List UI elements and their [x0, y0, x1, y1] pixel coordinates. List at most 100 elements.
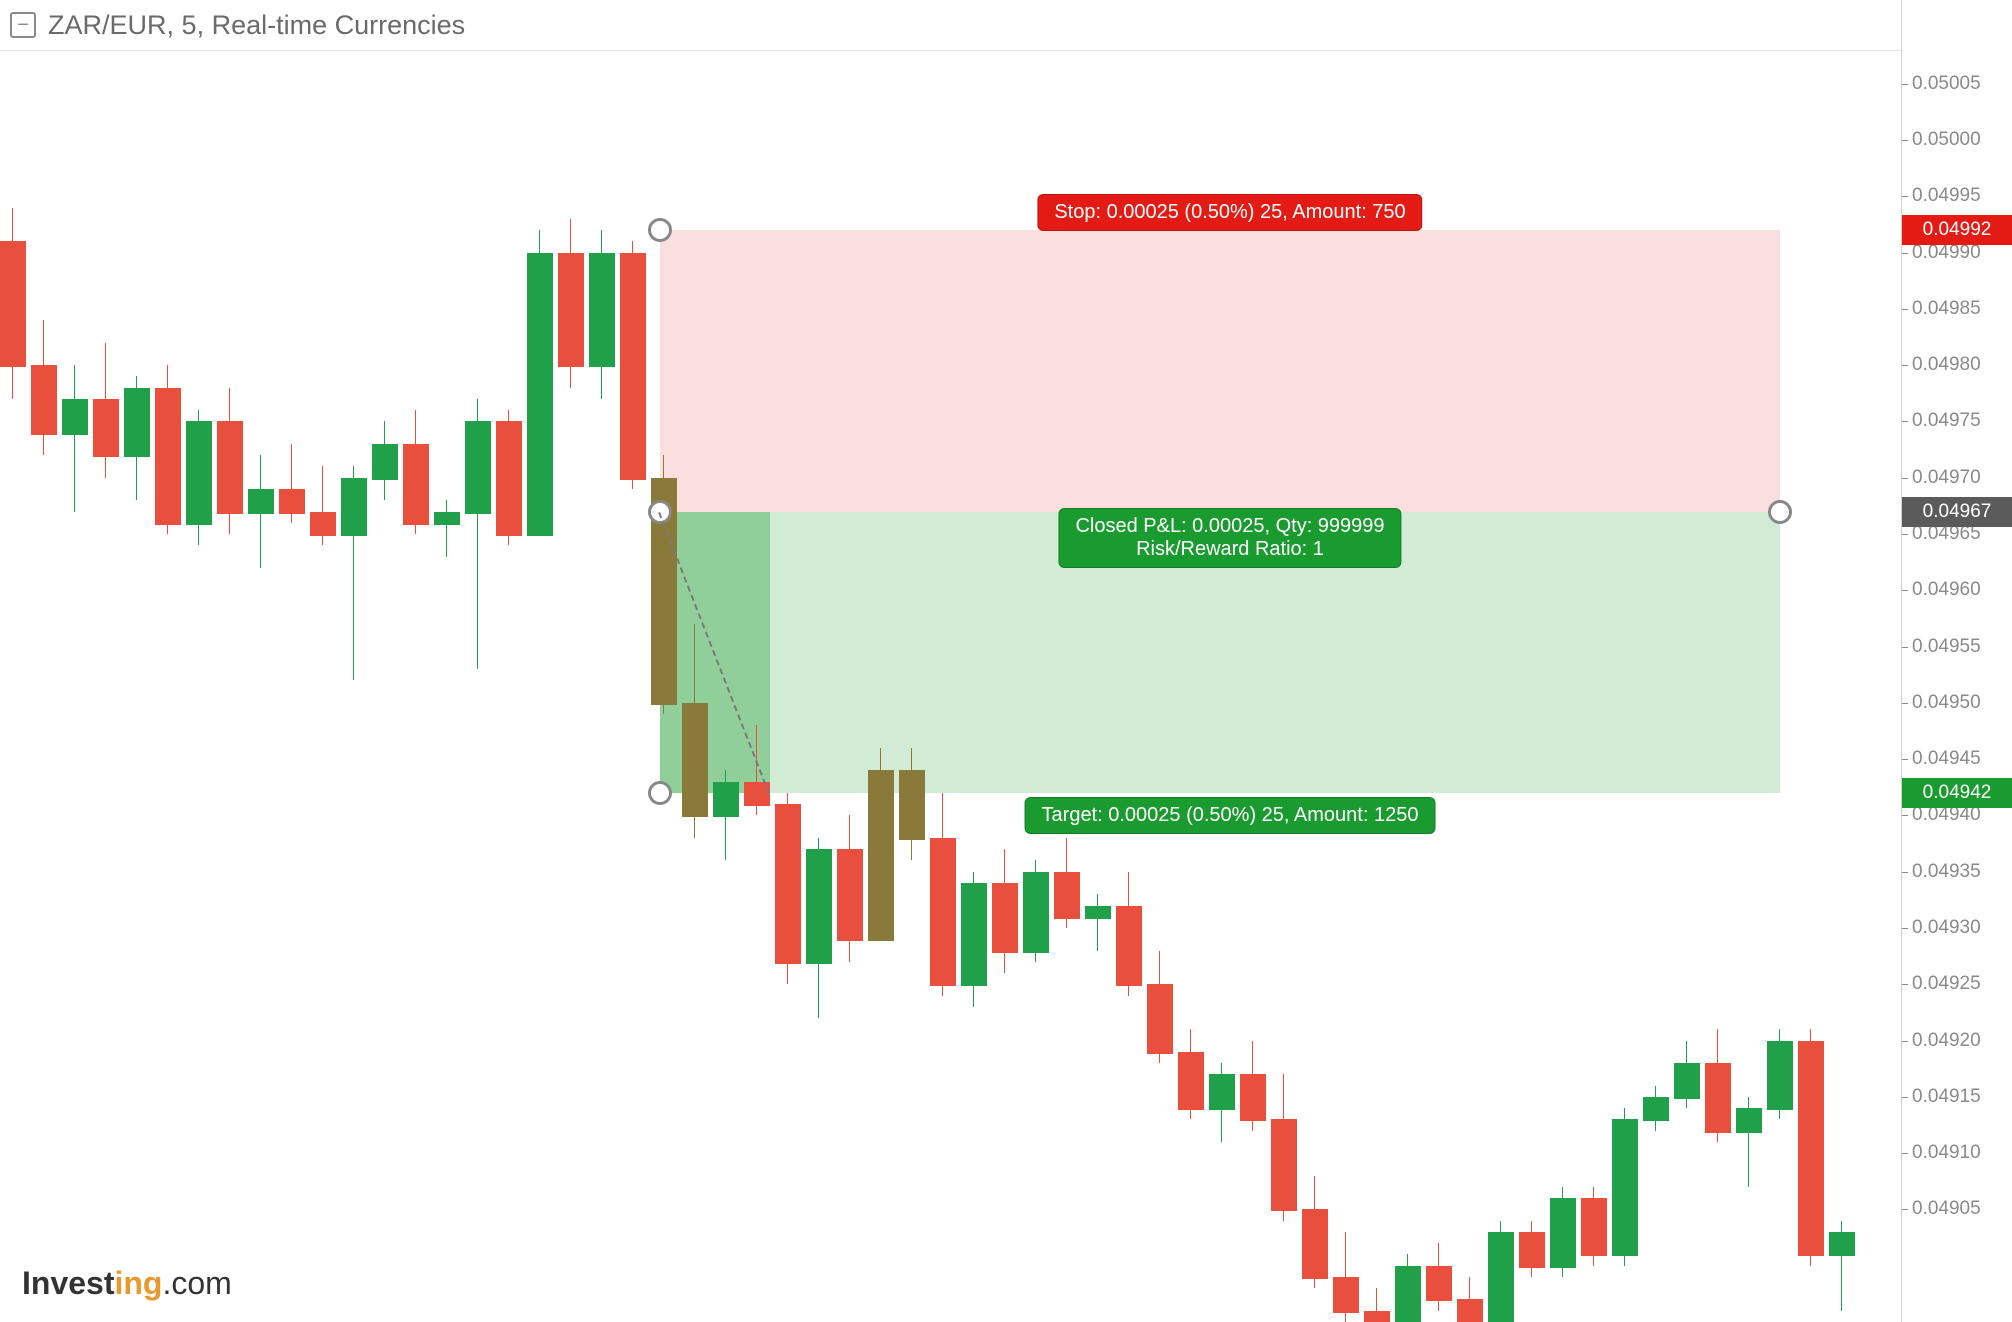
- y-tick-label: 0.04920: [1912, 1030, 1981, 1052]
- candle-body[interactable]: [527, 253, 553, 536]
- candle-wick: [1097, 894, 1098, 950]
- chart-root: − ZAR/EUR , 5 , Real-time Currencies Sto…: [0, 0, 2012, 1322]
- chart-header: − ZAR/EUR , 5 , Real-time Currencies: [0, 0, 1902, 51]
- price-tag: 0.04992: [1902, 215, 2012, 245]
- candle-body[interactable]: [961, 883, 987, 986]
- candle-body[interactable]: [992, 883, 1018, 953]
- feed-label: Real-time Currencies: [212, 10, 466, 41]
- y-tick-label: 0.04960: [1912, 579, 1981, 601]
- candle-body[interactable]: [1767, 1041, 1793, 1111]
- candle-body[interactable]: [1364, 1311, 1390, 1322]
- y-tick-label: 0.04935: [1912, 861, 1981, 883]
- collapse-icon[interactable]: −: [10, 12, 36, 38]
- candle-body[interactable]: [1798, 1041, 1824, 1257]
- candle-body[interactable]: [465, 421, 491, 513]
- y-tick-label: 0.04975: [1912, 410, 1981, 432]
- candle-body[interactable]: [1705, 1063, 1731, 1133]
- y-tick-label: 0.04980: [1912, 354, 1981, 376]
- candle-body[interactable]: [1612, 1119, 1638, 1256]
- candle-body[interactable]: [806, 849, 832, 964]
- candle-body[interactable]: [403, 444, 429, 525]
- stop-label[interactable]: Stop: 0.00025 (0.50%) 25, Amount: 750: [1037, 194, 1422, 231]
- candle-wick: [446, 500, 447, 556]
- candle-body[interactable]: [1581, 1198, 1607, 1256]
- candle-body[interactable]: [93, 399, 119, 457]
- y-tick-label: 0.04925: [1912, 973, 1981, 995]
- candle-body[interactable]: [217, 421, 243, 513]
- candle-body[interactable]: [1674, 1063, 1700, 1099]
- candle-body[interactable]: [1333, 1277, 1359, 1313]
- interval-label[interactable]: 5: [182, 10, 197, 41]
- candle-body[interactable]: [930, 838, 956, 986]
- candle-body[interactable]: [1519, 1232, 1545, 1268]
- stop-zone[interactable]: [660, 230, 1780, 511]
- candle-body[interactable]: [1736, 1108, 1762, 1133]
- candle-body[interactable]: [434, 512, 460, 525]
- candle-body[interactable]: [310, 512, 336, 537]
- price-tag: 0.04967: [1902, 497, 2012, 527]
- candle-body[interactable]: [1829, 1232, 1855, 1257]
- candle-body[interactable]: [1426, 1266, 1452, 1302]
- y-axis[interactable]: 0.050050.050000.049950.049900.049850.049…: [1901, 0, 2012, 1322]
- candle-body[interactable]: [341, 478, 367, 536]
- candle-body[interactable]: [0, 241, 26, 367]
- candle-body[interactable]: [1302, 1209, 1328, 1279]
- candle-body[interactable]: [837, 849, 863, 941]
- handle-stop[interactable]: [648, 218, 672, 242]
- candle-body[interactable]: [186, 421, 212, 524]
- candle-body[interactable]: [1054, 872, 1080, 919]
- candle-body[interactable]: [372, 444, 398, 480]
- price-tag: 0.04942: [1902, 778, 2012, 808]
- candle-body[interactable]: [620, 253, 646, 480]
- candle-body[interactable]: [868, 770, 894, 941]
- y-tick-label: 0.05005: [1912, 73, 1981, 95]
- logo-part3: .com: [162, 1265, 231, 1301]
- candle-body[interactable]: [1116, 906, 1142, 987]
- entry-label[interactable]: Closed P&L: 0.00025, Qty: 999999Risk/Rew…: [1058, 508, 1401, 568]
- candle-body[interactable]: [1085, 906, 1111, 919]
- candle-body[interactable]: [682, 703, 708, 818]
- candle-body[interactable]: [31, 365, 57, 435]
- target-label[interactable]: Target: 0.00025 (0.50%) 25, Amount: 1250: [1025, 797, 1436, 834]
- y-tick-label: 0.04910: [1912, 1142, 1981, 1164]
- logo-part1: Invest: [22, 1265, 114, 1301]
- y-tick-label: 0.04930: [1912, 917, 1981, 939]
- candle-body[interactable]: [279, 489, 305, 514]
- y-tick-label: 0.04955: [1912, 636, 1981, 658]
- candle-body[interactable]: [1488, 1232, 1514, 1322]
- candle-body[interactable]: [1643, 1097, 1669, 1122]
- candle-body[interactable]: [248, 489, 274, 514]
- candle-body[interactable]: [1457, 1299, 1483, 1322]
- candle-body[interactable]: [589, 253, 615, 368]
- candle-body[interactable]: [1178, 1052, 1204, 1110]
- candle-body[interactable]: [1240, 1074, 1266, 1121]
- candle-body[interactable]: [1023, 872, 1049, 953]
- candle-body[interactable]: [899, 770, 925, 840]
- chart-plot[interactable]: Stop: 0.00025 (0.50%) 25, Amount: 750 Clo…: [0, 50, 1902, 1322]
- candle-body[interactable]: [1271, 1119, 1297, 1211]
- header-sep: ,: [197, 10, 212, 41]
- candle-body[interactable]: [558, 253, 584, 368]
- candle-body[interactable]: [1209, 1074, 1235, 1110]
- candle-body[interactable]: [775, 804, 801, 964]
- candle-body[interactable]: [1395, 1266, 1421, 1322]
- candle-body[interactable]: [62, 399, 88, 435]
- y-tick-label: 0.04915: [1912, 1086, 1981, 1108]
- handle-entry-right[interactable]: [1768, 500, 1792, 524]
- candle-wick: [74, 365, 75, 511]
- y-tick-label: 0.04950: [1912, 692, 1981, 714]
- y-tick-label: 0.04945: [1912, 748, 1981, 770]
- candle-body[interactable]: [155, 388, 181, 525]
- symbol-label[interactable]: ZAR/EUR: [48, 10, 167, 41]
- y-tick-label: 0.04995: [1912, 185, 1981, 207]
- candle-body[interactable]: [124, 388, 150, 458]
- logo-part2: ing: [114, 1265, 162, 1301]
- y-tick-label: 0.04905: [1912, 1198, 1981, 1220]
- candle-body[interactable]: [713, 782, 739, 818]
- handle-target[interactable]: [648, 781, 672, 805]
- candle-body[interactable]: [496, 421, 522, 536]
- header-sep: ,: [167, 10, 182, 41]
- candle-body[interactable]: [1550, 1198, 1576, 1268]
- candle-body[interactable]: [1147, 984, 1173, 1054]
- y-tick-label: 0.04985: [1912, 298, 1981, 320]
